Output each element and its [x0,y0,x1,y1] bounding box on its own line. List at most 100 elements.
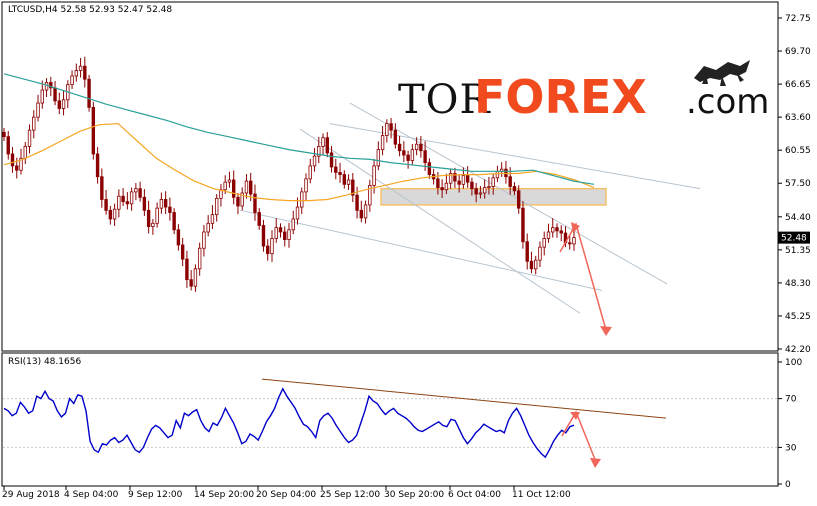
candle-body [40,89,44,104]
candle-body [393,129,398,145]
moving-average-line [3,73,595,185]
candle-body [474,188,478,195]
candle-body [457,180,461,185]
candle-body [257,212,261,226]
candle-body [87,78,91,108]
candle-body [538,246,542,261]
candle-body [380,135,385,151]
candle-body [138,188,142,198]
candle-body [491,177,495,187]
candle-body [219,189,223,199]
price-panel-frame [1,1,779,352]
candle-body [206,222,210,233]
candle-body [359,209,364,219]
candle-body [155,207,159,224]
candle-body [100,176,104,200]
candle-body [521,207,525,243]
rsi-trendline [261,378,667,419]
logo-text-forex: FOREX [474,70,647,124]
candle-body [342,174,346,185]
candle-body [555,227,559,232]
price-layer [2,56,701,336]
x-tick-label: 14 Sep 20:00 [194,490,254,500]
candle-body [185,258,189,281]
candle-body [249,180,253,195]
candle-body [402,150,406,156]
candle-body [270,238,274,255]
candle-body [57,100,61,109]
candle-body [189,279,193,287]
candle-body [172,212,176,231]
candle-body [427,162,432,175]
price-y-tick-label: 69.70 [785,47,811,57]
candle-body [329,152,334,168]
candle-body [397,143,402,152]
rsi-forecast-path [561,410,597,463]
rsi-header: RSI(13) 48.1656 [8,357,81,367]
candle-body [74,70,79,77]
candle-body [121,195,125,203]
torforex-logo: TOR FOREX .com [398,60,769,124]
rsi-line [3,387,575,459]
candle-body [108,209,113,220]
candle-body [27,129,32,147]
candle-body [202,231,206,249]
candle-body [117,195,121,210]
price-y-tick-label: 51.35 [785,246,811,256]
candle-body [44,82,49,91]
moving-average-line [3,122,595,202]
candle-body [512,186,517,192]
x-tick-label: 29 Aug 2018 [2,490,60,500]
candle-body [15,165,19,171]
candle-body [197,247,202,270]
candle-body [551,227,555,233]
candle-body [244,180,249,194]
candle-body [168,206,172,213]
candle-body [274,227,278,239]
rsi-forecast-arrowhead-down [590,458,601,468]
rsi-y-tick-label: 100 [785,358,802,368]
candle-body [232,179,236,198]
rsi-y-tick-label: 30 [785,443,797,453]
x-tick-label: 4 Sep 04:00 [64,490,119,500]
price-y-tick-label: 42.20 [785,345,811,355]
candle-body [104,199,108,211]
candle-body [376,149,381,167]
trend-channel-line [349,102,668,285]
candle-body [129,191,134,205]
candle-body [180,244,185,260]
candle-body [142,196,147,211]
candle-body [2,131,6,138]
candle-body [261,225,266,247]
x-tick-label: 30 Sep 20:00 [384,490,444,500]
candle-body [176,229,181,246]
rsi-y-tick-label: 70 [785,395,797,405]
candle-body [508,176,512,187]
price-y-tick-label: 60.55 [785,146,811,156]
candle-body [406,154,410,161]
candle-body [6,136,10,155]
candle-body [355,194,359,211]
rsi-y-tick-label: 0 [785,480,791,490]
rsi-panel-frame [1,352,779,487]
price-y-tick-label: 54.40 [785,213,811,223]
candle-body [146,209,151,227]
candle-body [295,206,300,220]
candle-body [304,178,308,193]
bull-bear-icon [694,60,750,86]
candle-body [10,153,15,167]
candle-body [568,242,572,245]
price-y-tick-label: 66.65 [785,80,811,90]
price-y-tick-label: 57.50 [785,179,811,189]
axes-layer: 72.75 69.70 66.65 63.60 60.55 57.50 54.40 51.35… [2,14,811,500]
candle-body [300,191,304,208]
candle-body [542,238,546,248]
candle-body [440,187,444,191]
candle-body [317,145,321,157]
candle-body [325,137,329,154]
candle-body [495,170,500,179]
candle-body [151,222,155,227]
candle-body [240,192,244,207]
candle-body [91,106,96,155]
